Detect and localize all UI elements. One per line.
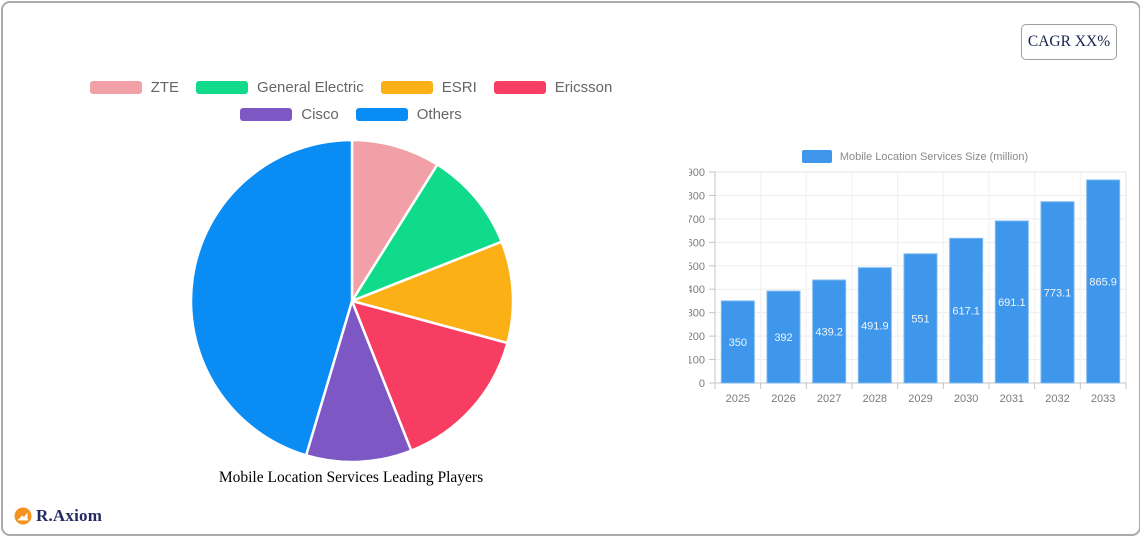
pie-slice-cisco[interactable] [304, 299, 413, 464]
legend-row: Cisco Others [240, 106, 462, 123]
y-axis-label: 300 [689, 308, 705, 320]
legend-label: Others [416, 106, 462, 123]
pie-slice-zte[interactable] [350, 138, 439, 303]
legend-item-zte[interactable]: ZTE [89, 79, 180, 96]
legend-item-general-electric[interactable]: General Electric [196, 79, 364, 96]
bar-chart: 0 100 200 300 400 500 600 700 800 900 350 2025 392 20… [689, 167, 1127, 405]
cagr-label: CAGR XX% [1027, 33, 1111, 50]
bar-2033[interactable] [1086, 179, 1121, 384]
logo-area-chart-icon [14, 507, 32, 525]
legend-label: Cisco [301, 106, 339, 123]
pie-chart [189, 138, 515, 464]
legend-item-others[interactable]: Others [355, 106, 462, 123]
bar-2031[interactable] [994, 220, 1029, 384]
legend-row: ZTE General Electric ESRI Ericsson [89, 79, 613, 96]
legend-swatch [493, 81, 546, 94]
bar-value-label: 865.9 [1089, 277, 1117, 289]
legend-swatch [196, 81, 249, 94]
bar-legend-item[interactable]: Mobile Location Services Size (million) [689, 150, 1140, 163]
y-axis-label: 200 [689, 331, 705, 343]
legend-label: Ericsson [554, 79, 613, 96]
y-axis-label: 900 [689, 167, 705, 179]
bar-legend-swatch [801, 150, 832, 163]
bar-value-label: 491.9 [861, 320, 889, 332]
x-axis-label: 2032 [1045, 393, 1069, 405]
x-axis-label: 2028 [863, 393, 887, 405]
bar-2028[interactable] [857, 267, 892, 384]
legend-item-esri[interactable]: ESRI [380, 79, 477, 96]
legend-swatch [355, 108, 408, 121]
x-axis-label: 2033 [1091, 393, 1115, 405]
bar-value-label: 392 [774, 332, 792, 344]
bar-value-label: 350 [729, 337, 747, 349]
legend-label: General Electric [257, 79, 364, 96]
bar-2030[interactable] [949, 237, 984, 384]
x-axis-label: 2030 [954, 393, 978, 405]
y-axis-label: 100 [689, 355, 705, 367]
y-axis-label: 700 [689, 214, 705, 226]
x-axis-label: 2027 [817, 393, 841, 405]
bar-2029[interactable] [903, 253, 938, 384]
legend-item-cisco[interactable]: Cisco [240, 106, 339, 123]
bar-2027[interactable] [812, 279, 847, 384]
bar-2025[interactable] [720, 300, 755, 384]
x-axis-label: 2029 [908, 393, 932, 405]
bar-value-label: 617.1 [952, 306, 980, 318]
brand-name: R.Axiom [36, 506, 103, 525]
legend-item-ericsson[interactable]: Ericsson [493, 79, 613, 96]
y-axis-label: 400 [689, 284, 705, 296]
bar-value-label: 439.2 [815, 327, 843, 339]
y-axis-label: 600 [689, 237, 705, 249]
cagr-badge: CAGR XX% [1021, 24, 1117, 60]
y-axis-label: 800 [689, 190, 705, 202]
x-axis-label: 2031 [1000, 393, 1024, 405]
bar-value-label: 691.1 [998, 297, 1026, 309]
pie-chart-title: Mobile Location Services Leading Players [218, 469, 484, 486]
legend-swatch [89, 81, 142, 94]
x-axis-label: 2025 [726, 393, 750, 405]
pie-slice-esri[interactable] [350, 240, 515, 345]
pie-slice-ericsson[interactable] [350, 299, 509, 452]
y-axis-label: 0 [699, 378, 705, 390]
pie-slice-general-electric[interactable] [350, 163, 503, 303]
legend-label: ZTE [150, 79, 180, 96]
pie-slice-others[interactable] [189, 138, 354, 457]
y-axis-label: 500 [689, 261, 705, 273]
legend-swatch [240, 108, 293, 121]
bar-2026[interactable] [766, 290, 801, 384]
legend-swatch [380, 81, 433, 94]
x-axis-label: 2026 [771, 393, 795, 405]
bar-value-label: 773.1 [1044, 287, 1072, 299]
brand-logo: R.Axiom [14, 506, 102, 526]
legend-label: ESRI [441, 79, 477, 96]
bar-legend-label: Mobile Location Services Size (million) [839, 150, 1029, 163]
pie-legend: ZTE General Electric ESRI Ericsson Cisco Othe… [31, 79, 671, 123]
bar-value-label: 551 [911, 313, 929, 325]
bar-2032[interactable] [1040, 201, 1075, 384]
